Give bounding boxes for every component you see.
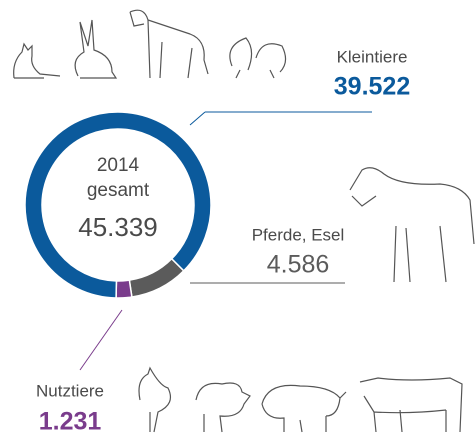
value-label: 4.586: [267, 251, 330, 279]
donut: [25, 112, 211, 298]
pie-segment: [116, 280, 132, 298]
center-text: gesamt: [87, 180, 150, 201]
leader-line: [80, 310, 122, 370]
leader-line: [190, 112, 205, 125]
chart: 2014 gesamt 45.339 Kleintiere 39.522 Pferd…: [0, 0, 476, 441]
center-text: 2014: [97, 155, 140, 176]
legend-label: Kleintiere: [337, 47, 408, 66]
value-label: 1.231: [39, 408, 102, 436]
value-label: 39.522: [334, 73, 410, 101]
pie-segment: [129, 259, 183, 297]
pie-segment: [25, 112, 211, 298]
legend-label: Nutztiere: [36, 381, 104, 400]
legend-label: Pferde, Esel: [252, 225, 345, 244]
total-label: 45.339: [78, 212, 158, 242]
